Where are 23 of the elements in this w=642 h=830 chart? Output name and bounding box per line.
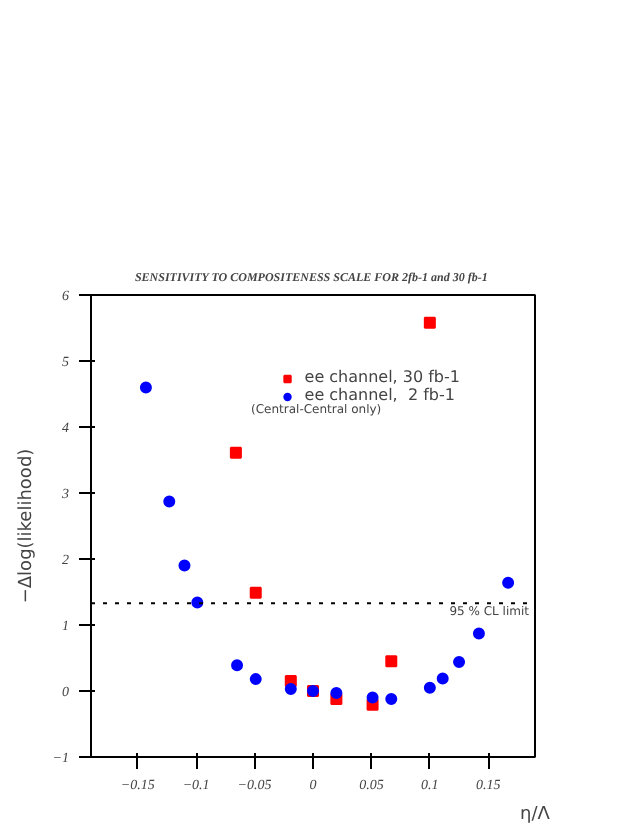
point [423,316,436,329]
point [284,683,297,696]
point [385,692,398,705]
point [191,596,204,609]
point [139,381,152,394]
point [163,495,176,508]
point [453,655,466,668]
point [231,659,244,672]
point [249,673,262,686]
point [472,627,485,640]
point [436,672,449,685]
x-axis-title: η/Λ [520,805,552,825]
point [249,586,262,599]
point [385,655,398,668]
point [423,681,436,694]
legend-label: ee channel, 2 fb-1 [304,386,455,404]
point [178,559,191,572]
point [330,686,343,699]
point [229,446,242,459]
point [502,576,515,589]
point [366,691,379,704]
y-axis-title: −Δlog(likelihood) [16,448,37,604]
legend-label: ee channel, 30 fb-1 [304,368,460,386]
